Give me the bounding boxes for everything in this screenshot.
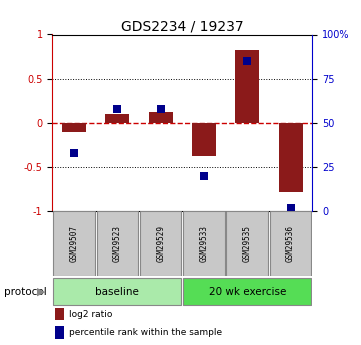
Bar <box>140 211 182 276</box>
Text: GSM29536: GSM29536 <box>286 225 295 262</box>
Bar <box>279 123 303 192</box>
Point <box>158 106 164 111</box>
Text: ▶: ▶ <box>37 287 46 297</box>
Bar <box>53 211 95 276</box>
Bar <box>62 123 86 132</box>
Text: 20 wk exercise: 20 wk exercise <box>209 287 286 297</box>
Point <box>244 58 250 64</box>
Point <box>201 173 207 179</box>
Bar <box>183 211 225 276</box>
Text: GSM29533: GSM29533 <box>200 225 208 262</box>
Bar <box>270 211 312 276</box>
Bar <box>55 326 64 338</box>
Bar <box>55 308 64 321</box>
Text: baseline: baseline <box>95 287 139 297</box>
Bar <box>183 278 312 305</box>
Text: GSM29535: GSM29535 <box>243 225 252 262</box>
Title: GDS2234 / 19237: GDS2234 / 19237 <box>121 19 244 33</box>
Bar <box>96 211 138 276</box>
Text: log2 ratio: log2 ratio <box>69 310 113 319</box>
Text: GSM29523: GSM29523 <box>113 225 122 262</box>
Point <box>71 150 77 156</box>
Bar <box>235 50 259 123</box>
Bar <box>226 211 268 276</box>
Text: protocol: protocol <box>4 287 46 297</box>
Text: percentile rank within the sample: percentile rank within the sample <box>69 328 222 337</box>
Text: GSM29529: GSM29529 <box>156 225 165 262</box>
Point <box>288 205 293 210</box>
Bar <box>192 123 216 157</box>
Bar <box>105 114 129 123</box>
Point <box>114 106 120 111</box>
Bar <box>53 278 182 305</box>
Text: GSM29507: GSM29507 <box>70 225 78 262</box>
Bar <box>149 112 173 123</box>
